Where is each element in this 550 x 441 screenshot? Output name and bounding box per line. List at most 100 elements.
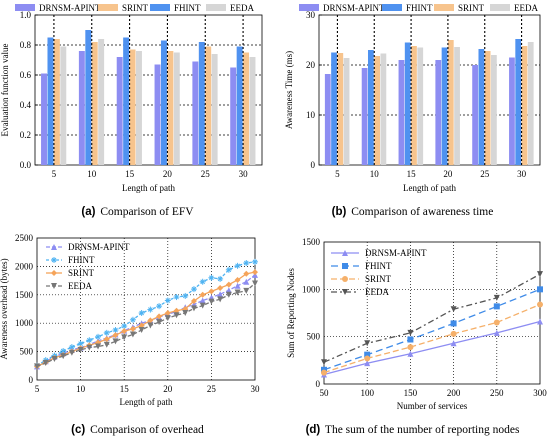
chart-a-xtick-label: 20: [163, 169, 173, 179]
chart-b-bar: [454, 47, 460, 165]
chart-d-point: [537, 286, 543, 293]
chart-c-point-d2: [148, 307, 153, 312]
chart-a-bar: [60, 46, 67, 165]
chart-b-bar: [417, 47, 424, 165]
chart-c-point: [217, 291, 224, 298]
chart-c-point: [42, 359, 49, 366]
chart-c-ytick-label: 2500: [15, 233, 34, 243]
chart-c-series-line: [36, 261, 256, 367]
chart-d-point: [407, 344, 414, 351]
chart-b-xtick-label: 10: [370, 169, 380, 179]
chart-c-point: [190, 298, 197, 305]
chart-d-series-line: [323, 320, 541, 376]
chart-d-point: [493, 319, 500, 326]
chart-d-legend-marker: [342, 263, 348, 269]
chart-b-bar: [441, 47, 448, 165]
chart-c-point: [147, 322, 154, 329]
chart-c-point: [234, 282, 241, 289]
chart-d-ylabel: Sum of Reporting Nodes: [286, 268, 296, 358]
chart-c-point: [173, 294, 180, 301]
chart-a-bar: [173, 52, 180, 165]
chart-d-legend-marker: [342, 250, 348, 256]
chart-c-point-d2: [252, 259, 258, 265]
chart-d-ytick-label: 0: [316, 379, 321, 389]
chart-c-point-d2: [165, 298, 171, 303]
chart-a-ylabel: Evaluation function value: [0, 44, 10, 137]
chart-a-bar: [243, 52, 250, 165]
chart-c-xtick-label: 20: [163, 384, 173, 394]
chart-d-point: [537, 318, 543, 325]
chart-d-point: [537, 301, 543, 308]
chart-c-point: [173, 312, 180, 319]
chart-c-point-d2: [174, 294, 179, 300]
chart-c-point-d2: [78, 341, 83, 347]
chart-a-bar: [211, 54, 218, 165]
caption-b: (b) Comparison of awareness time: [275, 206, 550, 218]
chart-c-point: [190, 305, 197, 312]
chart-d-legend-label: DRNSM-APINT: [365, 248, 427, 258]
chart-c-point: [217, 275, 224, 282]
chart-c-ytick-label: 500: [20, 347, 34, 357]
chart-d-point: [493, 329, 500, 336]
chart-c-point: [121, 323, 128, 330]
chart-d-ytick-label: 1500: [302, 237, 321, 247]
chart-d-point: [450, 320, 457, 327]
chart-a-legend-label: EEDA: [230, 3, 254, 13]
chart-b-bar: [361, 68, 368, 165]
chart-d-reporting-nodes: 0 500 1000 1500 50 100 150 200 250 300 Number of s…: [286, 237, 547, 411]
chart-d-xtick-label: 50: [320, 388, 330, 398]
chart-c-xtick-label: 15: [120, 384, 130, 394]
chart-a-xtick-label: 5: [52, 169, 57, 179]
chart-d-point: [450, 306, 457, 313]
caption-c-letter: (c): [71, 424, 86, 436]
chart-c-ytick-label: 0: [29, 375, 34, 385]
chart-d-ytick-label: 1000: [302, 284, 321, 294]
chart-c-xtick-label: 30: [251, 384, 261, 394]
chart-c-point: [243, 287, 250, 294]
chart-d-point: [321, 369, 327, 376]
chart-b-bar: [337, 53, 344, 165]
chart-c-ytick-label: 1500: [15, 290, 34, 300]
chart-a-bar: [198, 42, 205, 165]
chart-a-xtick-label: 30: [239, 169, 249, 179]
chart-c-legend-marker: [51, 270, 57, 276]
chart-c-ylabel: Awareness overhead (bytes): [0, 258, 9, 359]
chart-b-bar: [331, 52, 337, 165]
chart-a-bar: [249, 57, 256, 165]
chart-c-point: [86, 344, 93, 351]
chart-c-point: [243, 259, 250, 266]
chart-c-point: [95, 333, 102, 340]
chart-c-point: [34, 363, 40, 370]
chart-c-point-d2: [182, 293, 188, 299]
chart-a-bar: [230, 67, 237, 165]
chart-d-xlabel: Number of services: [397, 401, 468, 411]
chart-d-point: [364, 360, 371, 367]
chart-b-xtick-label: 5: [335, 169, 340, 179]
chart-a-bar: [85, 30, 92, 165]
chart-c-point: [252, 258, 258, 265]
chart-c-point: [121, 334, 128, 341]
chart-d-xtick-label: 300: [533, 388, 547, 398]
chart-b-ytick-label: 30: [306, 10, 316, 20]
chart-c-point-d2: [60, 348, 66, 354]
chart-d-series-line: [323, 273, 541, 363]
chart-a-legend-label: SRINT: [122, 3, 149, 13]
chart-b-bar: [404, 42, 411, 165]
chart-c-point-d2: [226, 267, 232, 273]
chart-d-point: [364, 351, 371, 358]
chart-c-point: [208, 298, 215, 305]
chart-c-point-d2: [217, 276, 223, 282]
chart-b-legend-label: DRNSM-APINT: [323, 3, 385, 13]
chart-c-ytick-label: 2000: [15, 261, 34, 271]
chart-c-point: [147, 306, 154, 313]
chart-a-bar: [53, 39, 60, 165]
chart-d-xtick-label: 100: [360, 388, 374, 398]
chart-c-xtick-label: 5: [35, 384, 40, 394]
caption-d-text: The sum of the number of reporting nodes: [324, 424, 520, 436]
chart-b-bar: [478, 49, 485, 165]
chart-c-point: [234, 289, 241, 296]
chart-c-point: [103, 329, 110, 336]
chart-b-ytick-label: 10: [306, 110, 316, 120]
chart-a-xtick-label: 15: [125, 169, 135, 179]
chart-b-bar: [447, 40, 454, 165]
